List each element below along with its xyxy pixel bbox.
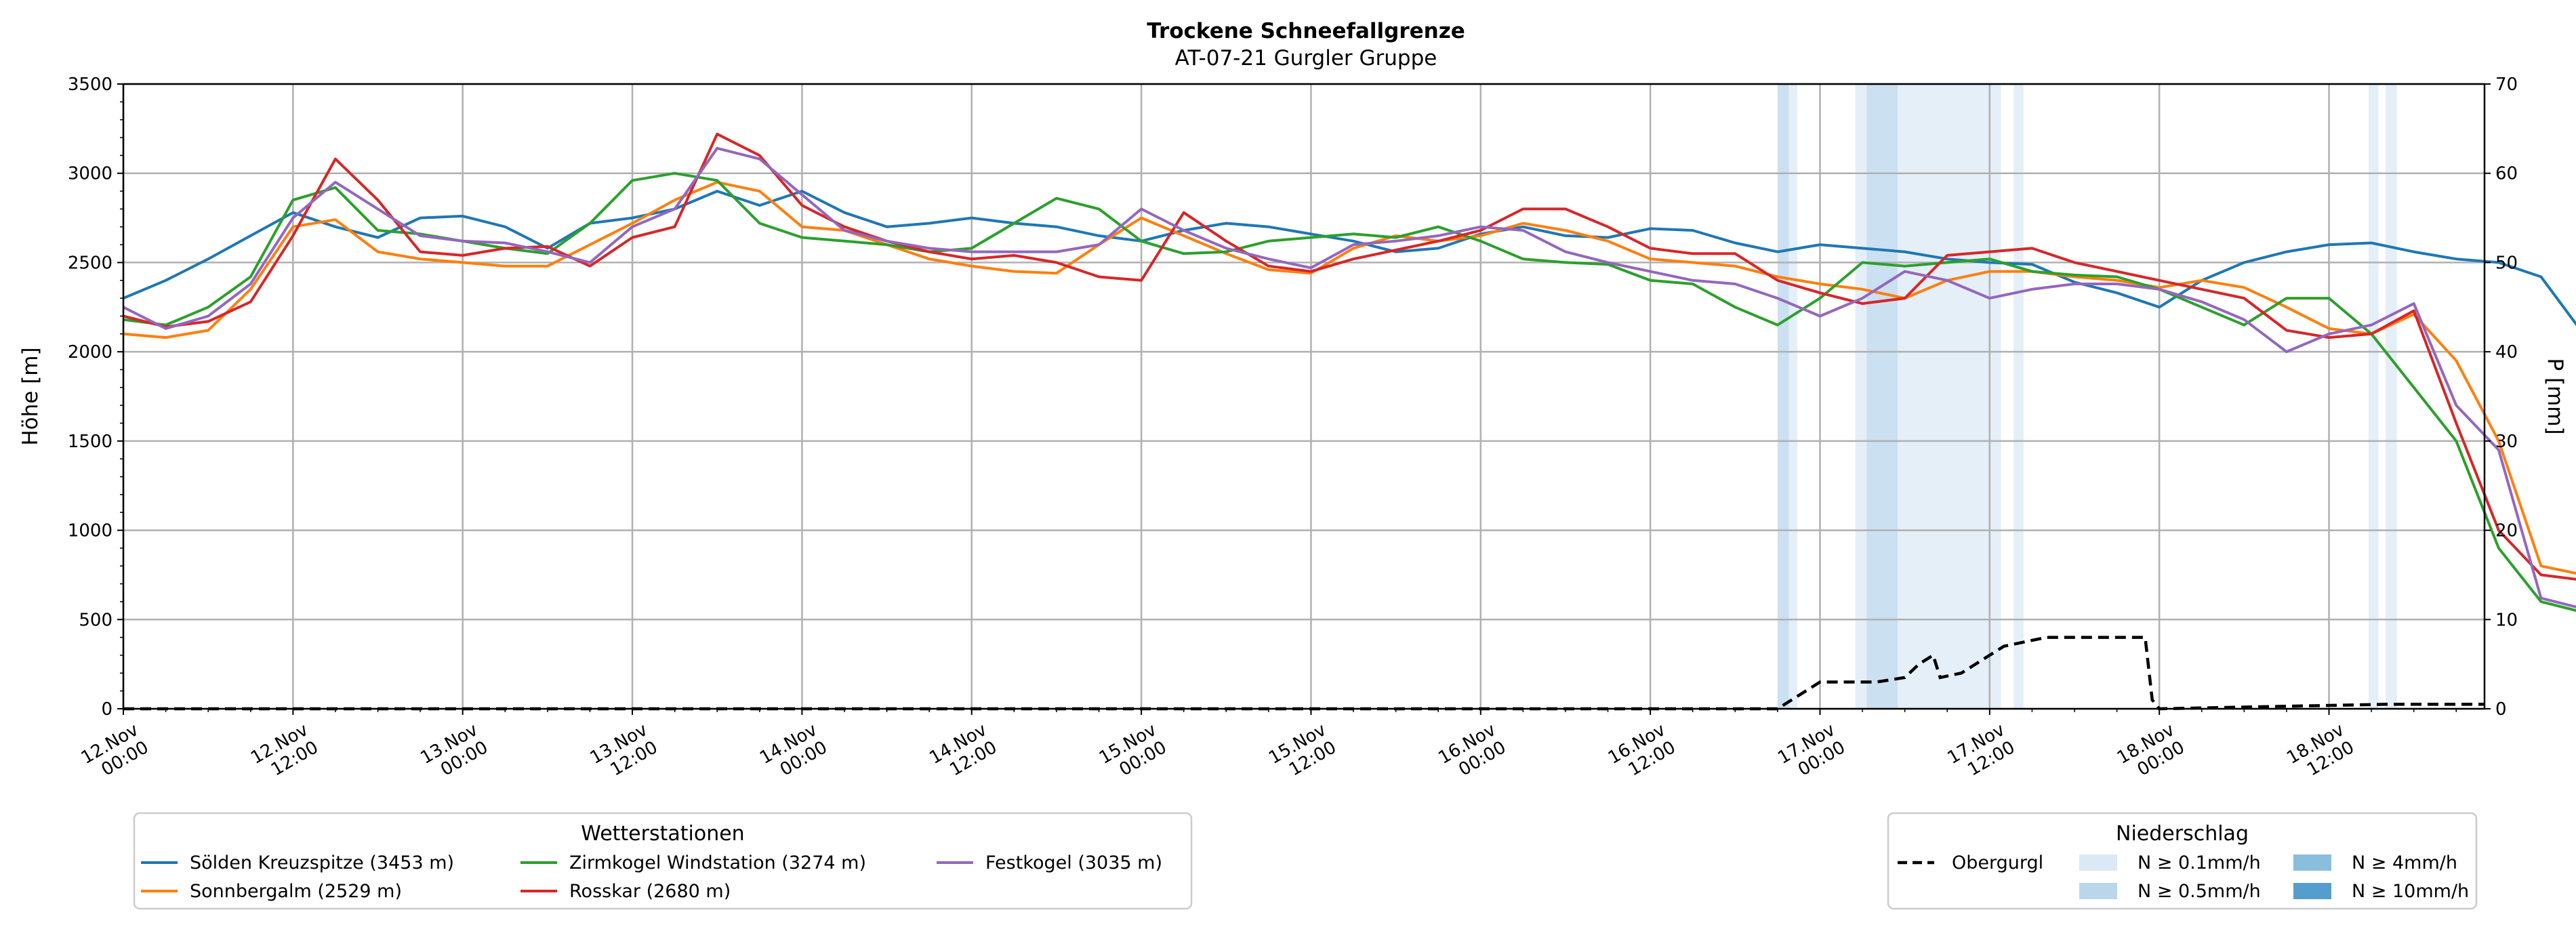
x-tick-label: 12.Nov12:00 (247, 720, 322, 786)
legend-label: N ≥ 0.1mm/h (2138, 852, 2261, 873)
legend-swatch (2293, 854, 2331, 871)
y-tick-label: 0 (101, 699, 113, 720)
y-tick-label: 3500 (68, 75, 113, 95)
precip-line (123, 636, 2485, 711)
series-line (123, 180, 2576, 575)
y-tick-label: 1500 (68, 432, 113, 452)
precip-band (2385, 84, 2397, 709)
legend-label: N ≥ 10mm/h (2352, 881, 2469, 902)
y-tick-label-right: 10 (2495, 610, 2518, 630)
x-tick-label: 16.Nov00:00 (1435, 720, 1510, 786)
series-line (123, 146, 2576, 608)
legend-swatch (2079, 854, 2117, 871)
y-tick-label: 2000 (68, 342, 113, 363)
legend-label: N ≥ 0.5mm/h (2138, 881, 2261, 902)
y-tick-label-right: 60 (2495, 164, 2518, 184)
y-tick-label: 1000 (68, 521, 113, 541)
chart-subtitle: AT-07-21 Gurgler Gruppe (1175, 46, 1437, 70)
series-line (123, 132, 2576, 581)
precip-legend-title: Niederschlag (2116, 822, 2249, 846)
legend-label: Sölden Kreuzspitze (3453 m) (190, 852, 454, 873)
y-tick-label-right: 0 (2495, 699, 2507, 720)
x-tick-label: 16.Nov12:00 (1605, 720, 1679, 786)
x-tick-label: 15.Nov00:00 (1096, 720, 1170, 786)
x-tick-label: 14.Nov00:00 (756, 720, 831, 786)
station-legend-title: Wetterstationen (581, 822, 744, 846)
x-tick-label: 12.Nov00:00 (78, 720, 152, 786)
precip-legend: Niederschlag Obergurgl N ≥ 0.1mm/h N ≥ 0.5… (1887, 812, 2478, 910)
axes: 0 500 1000 1500 2000 2500 3000 3500 0 10 20 30 40 50 6… (68, 75, 2518, 786)
y-tick-label-right: 70 (2495, 75, 2518, 95)
series-layer (123, 132, 2576, 711)
precip-bands (1777, 84, 2397, 709)
precip-band (1866, 84, 1898, 709)
precip-band (1855, 84, 1867, 709)
station-legend: Wetterstationen Sölden Kreuzspitze (3453… (133, 812, 1193, 910)
station-legend-box (133, 812, 1193, 910)
y-tick-label: 2500 (68, 253, 113, 273)
x-tick-label: 15.Nov12:00 (1265, 720, 1340, 786)
y-tick-label: 500 (79, 610, 113, 630)
legend-label: Festkogel (3035 m) (985, 852, 1162, 873)
precip-band (1777, 84, 1789, 709)
x-tick-label: 14.Nov12:00 (926, 720, 1000, 786)
legend-label: Obergurgl (1952, 852, 2043, 873)
precip-band (1898, 84, 2001, 709)
y-tick-label-right: 30 (2495, 432, 2518, 452)
x-tick-label: 17.Nov00:00 (1774, 720, 1849, 786)
series-line (123, 171, 2576, 612)
precip-band (2013, 84, 2024, 709)
legend-label: Sonnbergalm (2529 m) (190, 881, 402, 902)
series-line (123, 190, 2576, 327)
y-axis-label: Höhe [m] (18, 347, 43, 445)
y-axis-label-right: P [mm] (2543, 358, 2567, 434)
x-tick-label: 13.Nov00:00 (417, 720, 491, 786)
y-tick-label: 3000 (68, 164, 113, 184)
x-tick-label: 18.Nov00:00 (2114, 720, 2188, 786)
plot-frame (122, 83, 2486, 710)
legend-swatch (2293, 883, 2331, 899)
legend-label: Rosskar (2680 m) (569, 881, 731, 902)
x-tick-label: 18.Nov12:00 (2283, 720, 2358, 786)
x-tick-label: 13.Nov12:00 (587, 720, 661, 786)
y-tick-label-right: 40 (2495, 342, 2518, 363)
grid-lines (122, 83, 2485, 710)
chart-title: Trockene Schneefallgrenze (1147, 19, 1465, 43)
legend-swatch (2079, 883, 2117, 899)
legend-label: N ≥ 4mm/h (2352, 852, 2457, 873)
y-tick-label-right: 20 (2495, 521, 2518, 541)
precip-band (1788, 84, 1798, 709)
legend-label: Zirmkogel Windstation (3274 m) (569, 852, 866, 873)
y-tick-label-right: 50 (2495, 253, 2518, 273)
precip-band (2368, 84, 2379, 709)
x-tick-label: 17.Nov12:00 (1944, 720, 2019, 786)
